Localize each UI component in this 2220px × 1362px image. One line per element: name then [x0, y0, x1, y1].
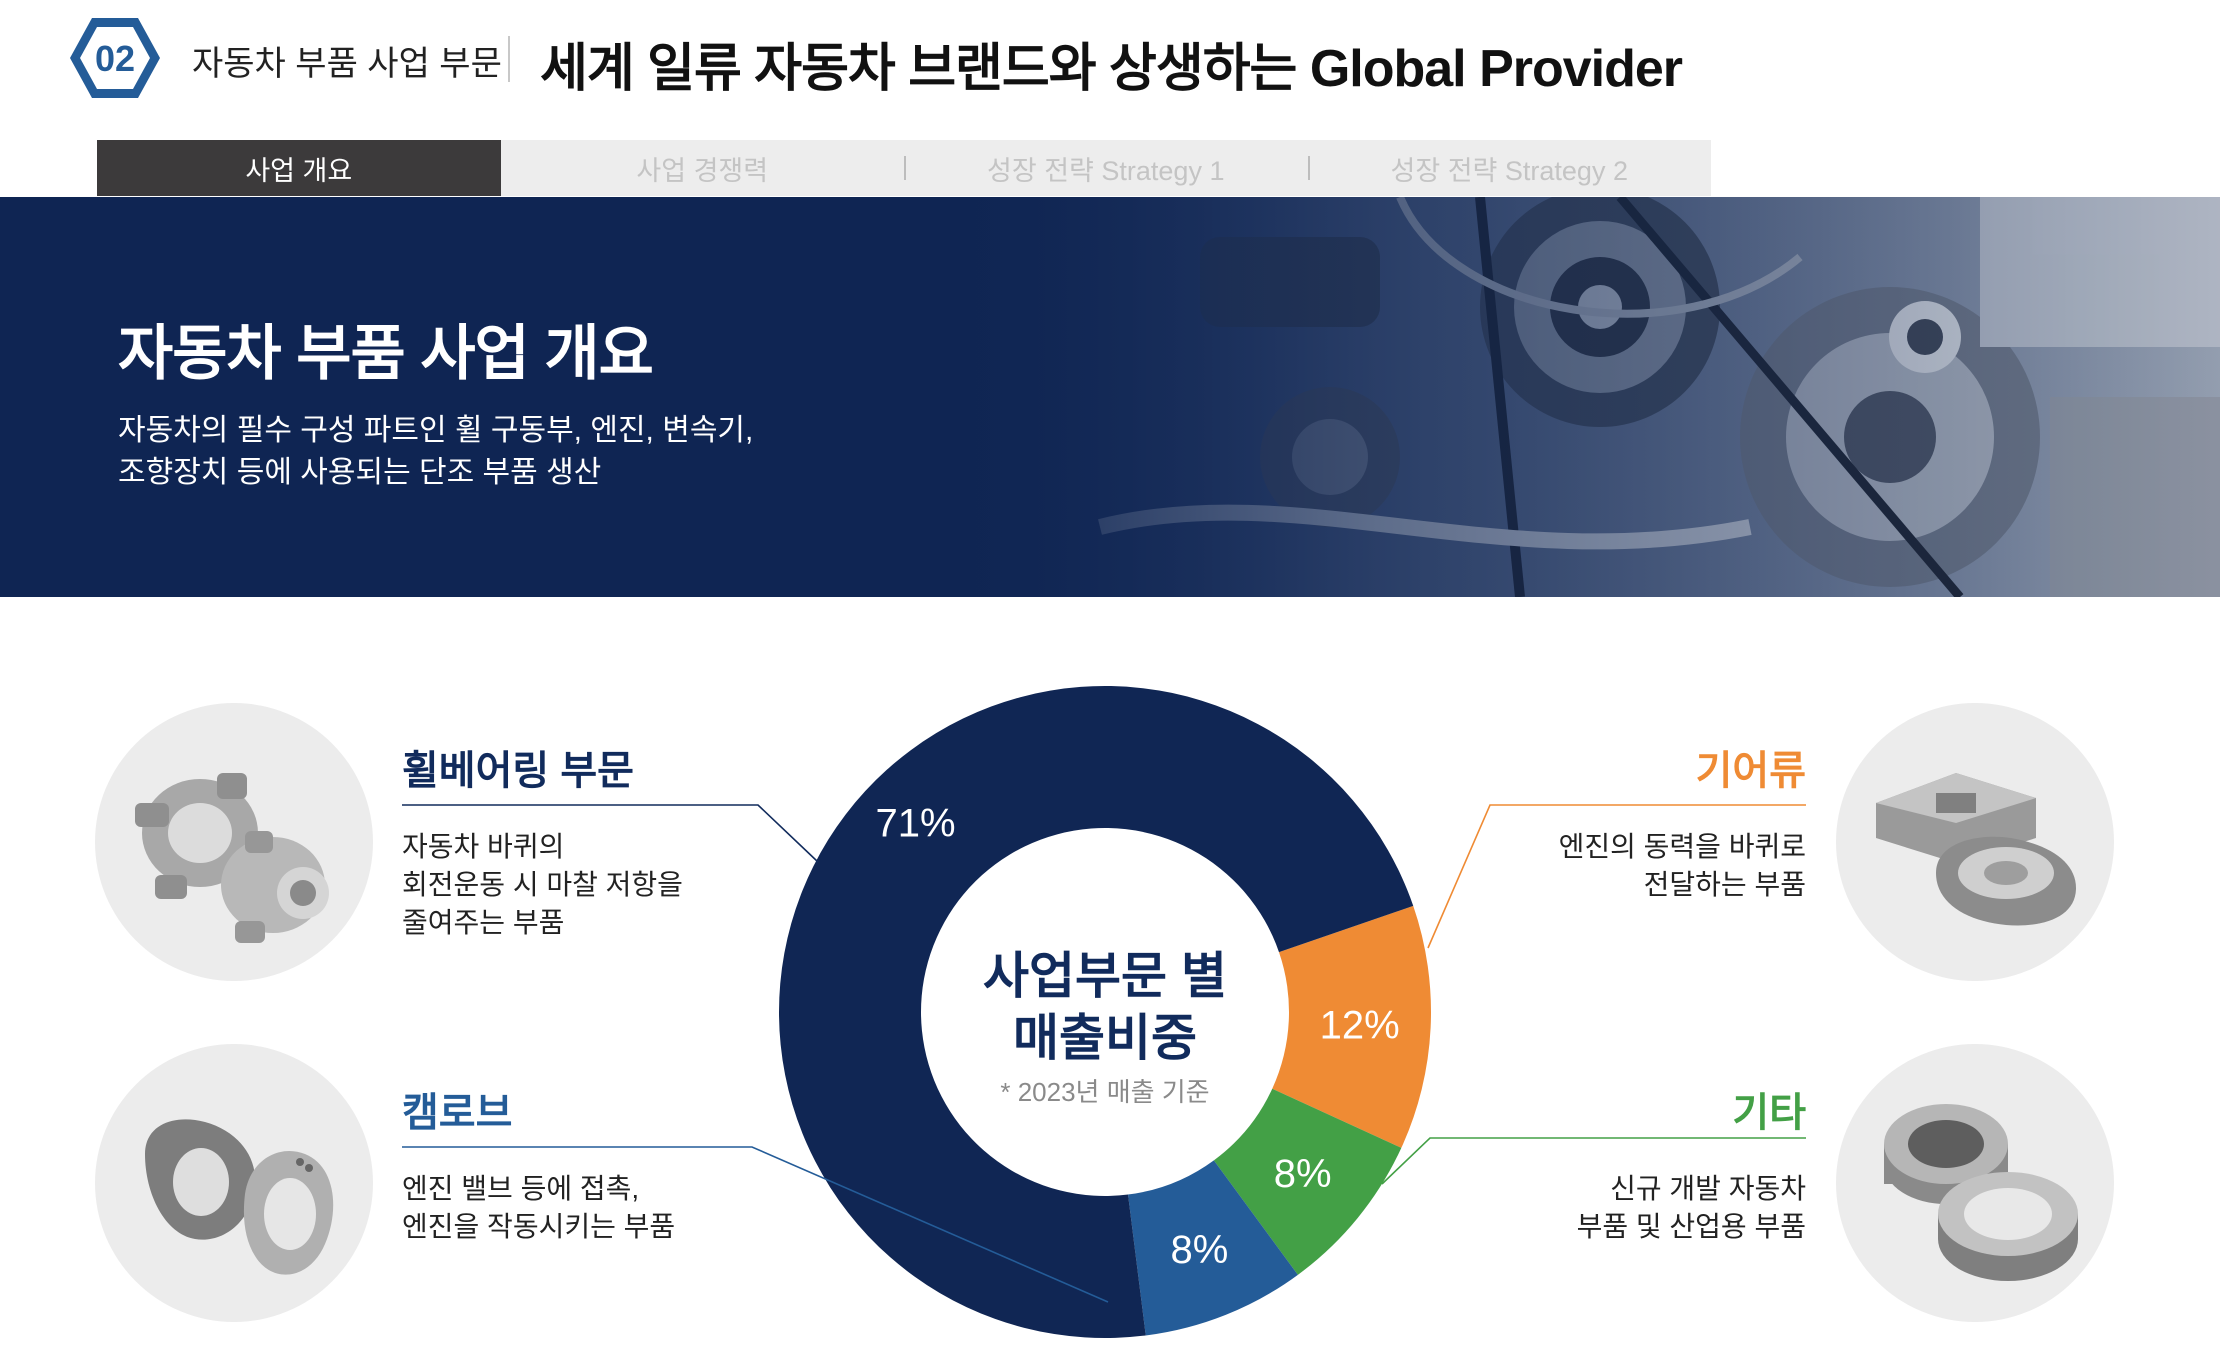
gear-slice — [1272, 905, 1431, 1148]
tab-label: 사업 경쟁력 — [636, 155, 769, 186]
tab-growth-strategy-1[interactable]: 성장 전략 Strategy 1 — [904, 140, 1308, 196]
wheel-bearing-slice — [778, 686, 1414, 1338]
wheel-bearing-part-image — [95, 703, 373, 981]
banner-description-line-1: 자동차의 필수 구성 파트인 휠 구동부, 엔진, 변속기, — [118, 414, 754, 447]
wheel-bearing-desc-line: 줄여주는 부품 — [402, 907, 565, 938]
wheel-bearing-description: 자동차 바퀴의 회전운동 시 마찰 저항을 줄여주는 부품 — [402, 828, 683, 942]
header-divider — [508, 36, 510, 82]
tab-growth-strategy-2[interactable]: 성장 전략 Strategy 2 — [1307, 140, 1712, 196]
other-slice — [1213, 1088, 1402, 1275]
gear-part-image — [1836, 703, 2114, 981]
engine-image — [0, 197, 2220, 597]
wheel-bearing-desc-line: 회전운동 시 마찰 저항을 — [402, 869, 683, 900]
camlobe-desc-line: 엔진 밸브 등에 접촉, — [402, 1173, 640, 1204]
camlobe-connector — [402, 1146, 1109, 1303]
tab-separator — [1307, 156, 1310, 180]
overview-banner: 자동차 부품 사업 개요 자동차의 필수 구성 파트인 휠 구동부, 엔진, 변… — [0, 197, 2220, 597]
tab-business-competitiveness[interactable]: 사업 경쟁력 — [501, 140, 905, 196]
gear-percent-label: 12% — [1320, 1004, 1400, 1048]
section-number-hexagon-icon: 02 — [70, 18, 160, 98]
camlobe-percent-label: 8% — [1170, 1228, 1228, 1272]
banner-description-line-2: 조향장치 등에 사용되는 단조 부품 생산 — [118, 456, 602, 489]
chart-center-title-line-1: 사업부문 별 — [983, 948, 1227, 1004]
wheel-bearing-percent-label: 71% — [875, 801, 955, 845]
gear-description: 엔진의 동력을 바퀴로 전달하는 부품 — [1458, 828, 1806, 904]
camlobe-description: 엔진 밸브 등에 접촉, 엔진을 작동시키는 부품 — [402, 1170, 675, 1246]
other-desc-line: 신규 개발 자동차 — [1610, 1173, 1806, 1204]
gear-connector — [1427, 804, 1806, 949]
gear-desc-line: 전달하는 부품 — [1643, 869, 1806, 900]
other-title: 기타 — [1732, 1091, 1806, 1135]
gear-title: 기어류 — [1695, 749, 1806, 793]
tab-label: 성장 전략 Strategy 1 — [987, 155, 1225, 186]
other-part-image — [1836, 1044, 2114, 1322]
chart-center-note: * 2023년 매출 기준 — [1000, 1077, 1210, 1107]
section-number: 02 — [95, 38, 135, 79]
tab-label: 사업 개요 — [245, 155, 353, 186]
camlobe-desc-line: 엔진을 작동시키는 부품 — [402, 1211, 676, 1242]
wheel-bearing-connector — [402, 804, 819, 863]
other-connector — [1381, 1137, 1806, 1185]
wheel-bearing-title: 휠베어링 부문 — [402, 749, 634, 793]
chart-center-title-line-2: 매출비중 — [1013, 1010, 1197, 1066]
other-percent-label: 8% — [1274, 1152, 1332, 1196]
page-headline: 세계 일류 자동차 브랜드와 상생하는 Global Provider — [540, 40, 1683, 98]
wheel-bearing-desc-line: 자동차 바퀴의 — [402, 831, 565, 862]
section-label: 자동차 부품 사업 부문 — [192, 45, 502, 83]
tab-separator — [904, 156, 906, 180]
camlobe-part-image — [95, 1044, 373, 1322]
tab-bar: 사업 개요 사업 경쟁력 성장 전략 Strategy 1 성장 전략 Stra… — [97, 140, 1711, 196]
other-desc-line: 부품 및 산업용 부품 — [1576, 1211, 1806, 1242]
camlobe-slice — [1128, 1160, 1298, 1336]
banner-title: 자동차 부품 사업 개요 — [118, 320, 654, 387]
tab-business-overview[interactable]: 사업 개요 — [97, 140, 501, 196]
tab-label: 성장 전략 Strategy 2 — [1390, 155, 1628, 186]
other-description: 신규 개발 자동차 부품 및 산업용 부품 — [1458, 1170, 1806, 1246]
camlobe-title: 캠로브 — [402, 1091, 513, 1135]
gear-desc-line: 엔진의 동력을 바퀴로 — [1558, 831, 1806, 862]
